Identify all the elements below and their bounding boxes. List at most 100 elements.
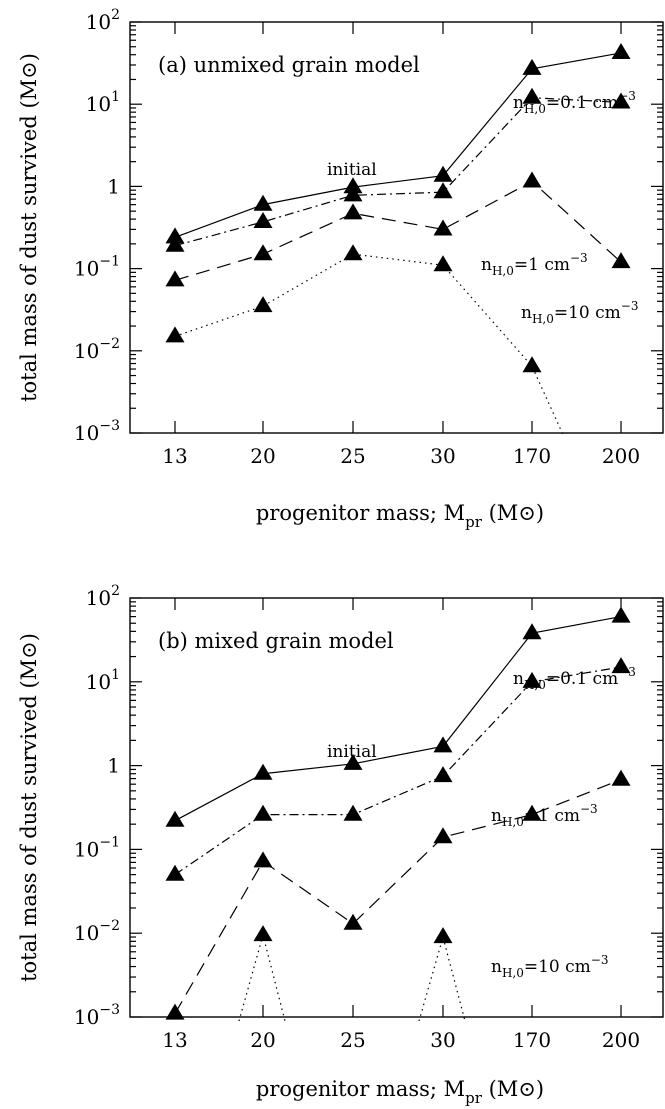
series-3 [165,244,564,436]
series-annotation: nH,0=1 cm−3 [491,802,598,829]
series-1 [165,87,631,252]
data-point-marker [253,296,273,313]
data-point-marker [522,171,542,188]
data-point-marker [522,671,542,688]
series-2 [165,171,631,287]
y-tick-label: 102 [86,7,120,34]
series-line [174,180,622,281]
data-point-marker [611,43,631,60]
x-axis-label: progenitor mass; Mpr (M⊙) [256,1077,544,1107]
data-point-marker [165,326,185,343]
data-point-marker [433,255,453,272]
data-point-marker [165,1003,185,1020]
data-point-marker [165,810,185,827]
x-axis-label: progenitor mass; Mpr (M⊙) [256,501,544,531]
data-point-marker [165,235,185,252]
series-annotation: nH,0=10 cm−3 [521,299,639,326]
x-tick-label: 20 [250,444,275,468]
series-annotation: initial [327,160,377,180]
series-1 [165,657,631,881]
x-tick-label: 170 [513,1028,551,1052]
data-point-marker [343,913,363,930]
series-line [238,932,286,1022]
plot-frame [129,21,664,434]
series-annotation: nH,0=0.1 cm−3 [513,89,636,116]
chart-panel-b: 102 101 1 10−1 10−2 10−3 13 20 25 30 170 200 (b) mix… [17,583,664,1107]
data-point-marker [165,864,185,881]
panel-title: (b) mixed grain model [158,629,394,653]
data-point-marker [433,182,453,199]
plot-frame [129,597,664,1018]
y-axis-label: total mass of dust survived (M⊙) [17,633,41,982]
data-point-marker [253,211,273,228]
y-tick-label: 1 [107,174,120,198]
series-line [174,52,622,238]
data-point-marker [165,227,185,244]
data-point-marker [433,219,453,236]
data-point-marker [343,185,363,202]
data-point-marker [343,203,363,220]
data-point-marker [253,244,273,261]
y-tick-label: 10−2 [74,336,120,363]
data-point-marker [433,766,453,783]
y-axis-label: total mass of dust survived (M⊙) [17,53,41,402]
data-point-marker [165,270,185,287]
data-point-marker [253,925,273,942]
data-point-marker [253,851,273,868]
data-point-marker [433,736,453,753]
y-tick-label: 102 [86,583,120,610]
data-point-marker [343,177,363,194]
data-point-marker [343,804,363,821]
data-point-marker [433,927,453,944]
x-tick-label: 200 [602,444,640,468]
data-point-marker [611,92,631,109]
x-tick-label: 13 [162,444,187,468]
data-point-marker [433,827,453,844]
panel-title: (a) unmixed grain model [158,53,420,77]
data-point-marker [611,252,631,269]
data-point-marker [343,244,363,261]
data-point-marker [253,194,273,211]
series-annotation: nH,0=10 cm−3 [491,953,609,980]
y-tick-label: 1 [107,754,120,778]
data-point-marker [611,606,631,623]
y-tick-label: 10−1 [74,254,120,281]
x-tick-label: 200 [602,1028,640,1052]
x-tick-label: 170 [513,444,551,468]
y-tick-label: 101 [86,89,120,116]
x-tick-label: 13 [162,1028,187,1052]
series-annotation: initial [327,742,377,762]
y-tick-label: 10−2 [74,918,120,945]
series-annotation: nH,0=1 cm−3 [481,251,588,278]
x-tick-label: 30 [430,444,455,468]
data-point-marker [522,623,542,640]
data-point-marker [522,58,542,75]
x-tick-label: 25 [340,1028,365,1052]
series-line [418,934,466,1022]
series-line [174,666,622,876]
data-point-marker [253,804,273,821]
chart-panel-a: 102 101 1 10−1 10−2 10−3 13 20 25 30 170 200 (a) unm… [17,7,664,531]
data-point-marker [522,87,542,104]
y-tick-label: 10−3 [74,1002,120,1029]
series-2 [165,769,631,1020]
series-0 [165,606,631,827]
series-line [174,97,622,247]
y-tick-label: 101 [86,667,120,694]
data-point-marker [522,804,542,821]
y-tick-label: 10−3 [74,418,120,445]
series-annotation: nH,0=0.1 cm−3 [513,665,636,692]
series-line [174,616,622,822]
data-point-marker [611,769,631,786]
x-tick-label: 30 [430,1028,455,1052]
series-line [174,779,622,1014]
series-line [174,253,564,436]
data-point-marker [522,356,542,373]
data-point-marker [343,753,363,770]
series-3 [238,925,466,1022]
series-0 [165,43,631,244]
data-point-marker [253,763,273,780]
data-point-marker [611,657,631,674]
x-tick-label: 20 [250,1028,275,1052]
